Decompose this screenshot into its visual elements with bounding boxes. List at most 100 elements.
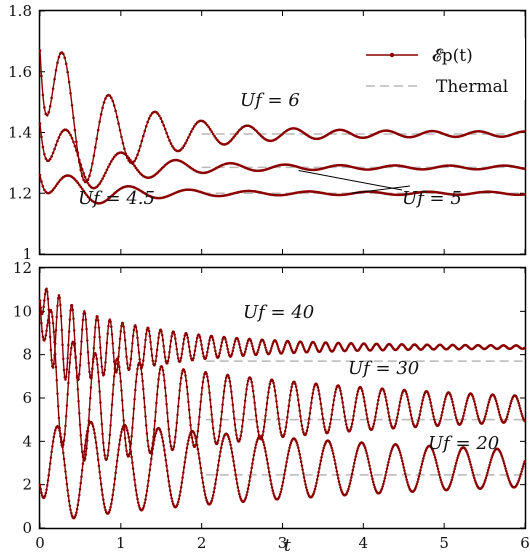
series-point xyxy=(219,424,222,427)
series-point xyxy=(212,432,216,436)
series-point xyxy=(189,354,192,357)
series-point xyxy=(428,398,432,401)
series-point xyxy=(164,359,168,363)
series-point xyxy=(320,407,323,411)
series-point xyxy=(112,374,116,378)
series-point xyxy=(159,430,163,434)
series-point xyxy=(80,475,83,478)
series-point xyxy=(132,472,136,476)
series-point xyxy=(118,438,122,441)
series-point xyxy=(238,346,242,349)
series-point xyxy=(316,386,320,389)
series-point xyxy=(251,462,254,465)
series-point xyxy=(523,346,526,350)
series-point xyxy=(163,453,167,457)
series-point xyxy=(97,326,101,329)
series-point xyxy=(162,373,165,376)
series-point xyxy=(272,381,275,385)
series-point xyxy=(108,433,112,437)
series-point xyxy=(129,450,133,453)
series-point xyxy=(243,399,247,403)
series-point xyxy=(70,511,73,515)
series-point xyxy=(283,432,286,436)
series-point xyxy=(377,398,380,402)
series-point xyxy=(40,321,43,325)
series-point xyxy=(123,338,127,342)
series-point xyxy=(144,498,147,501)
series-point xyxy=(309,406,312,410)
series-point xyxy=(187,340,190,344)
series-point xyxy=(185,139,189,142)
series-point xyxy=(470,468,474,472)
series-point xyxy=(216,464,220,467)
series-point xyxy=(192,356,195,360)
series-point xyxy=(163,386,167,389)
series-point xyxy=(118,443,121,446)
series-point xyxy=(474,406,478,409)
y-tick-label: 1.4 xyxy=(8,124,32,142)
series-point xyxy=(298,453,301,456)
series-point xyxy=(323,428,327,432)
series-point xyxy=(350,472,354,476)
series-point xyxy=(63,463,66,467)
series-point xyxy=(227,437,231,441)
series-point xyxy=(156,342,160,345)
series-point xyxy=(398,404,401,408)
series-point xyxy=(184,374,187,377)
series-point xyxy=(475,409,478,412)
series-point xyxy=(265,402,269,405)
series-point xyxy=(66,488,69,492)
series-point xyxy=(151,447,155,450)
series-point xyxy=(231,403,235,406)
series-point xyxy=(184,379,188,382)
series-point xyxy=(486,403,490,407)
series-point xyxy=(420,402,424,405)
series-point xyxy=(136,336,139,339)
series-point xyxy=(184,141,187,145)
series-point xyxy=(117,360,120,364)
series-point xyxy=(136,343,140,347)
series-point xyxy=(397,447,400,450)
bottom-annotation-uf40: Uf = 40 xyxy=(243,302,314,323)
series-point xyxy=(91,367,94,371)
series-point xyxy=(118,365,121,369)
series-point xyxy=(165,402,168,406)
series-point xyxy=(318,393,321,396)
series-point xyxy=(146,120,149,124)
series-point xyxy=(290,385,293,389)
series-point xyxy=(41,185,45,188)
series-point xyxy=(318,467,321,470)
series-point xyxy=(45,287,48,290)
series-point xyxy=(140,139,144,143)
series-point xyxy=(64,414,68,418)
series-point xyxy=(54,68,58,72)
series-point xyxy=(220,410,224,414)
series-point xyxy=(288,399,291,402)
series-point xyxy=(230,354,233,357)
series-point xyxy=(199,466,203,470)
series-point xyxy=(178,494,181,497)
series-point xyxy=(501,457,504,460)
series-point xyxy=(80,469,84,472)
series-point xyxy=(40,180,43,183)
series-point xyxy=(375,407,379,410)
series-point xyxy=(118,346,121,349)
series-point xyxy=(246,490,249,494)
series-point xyxy=(520,470,523,473)
series-point xyxy=(98,470,101,474)
series-point xyxy=(149,463,152,466)
series-point xyxy=(81,462,85,466)
series-point xyxy=(265,348,268,352)
series-point xyxy=(383,392,387,396)
series-point xyxy=(419,406,423,409)
series-point xyxy=(66,70,69,74)
series-point xyxy=(406,395,409,398)
series-point xyxy=(323,425,326,429)
series-point xyxy=(304,483,307,486)
series-point xyxy=(486,406,489,410)
series-point xyxy=(329,418,333,421)
series-point xyxy=(374,415,377,418)
series-point xyxy=(461,417,464,420)
series-point xyxy=(207,342,211,346)
series-point xyxy=(127,436,130,439)
